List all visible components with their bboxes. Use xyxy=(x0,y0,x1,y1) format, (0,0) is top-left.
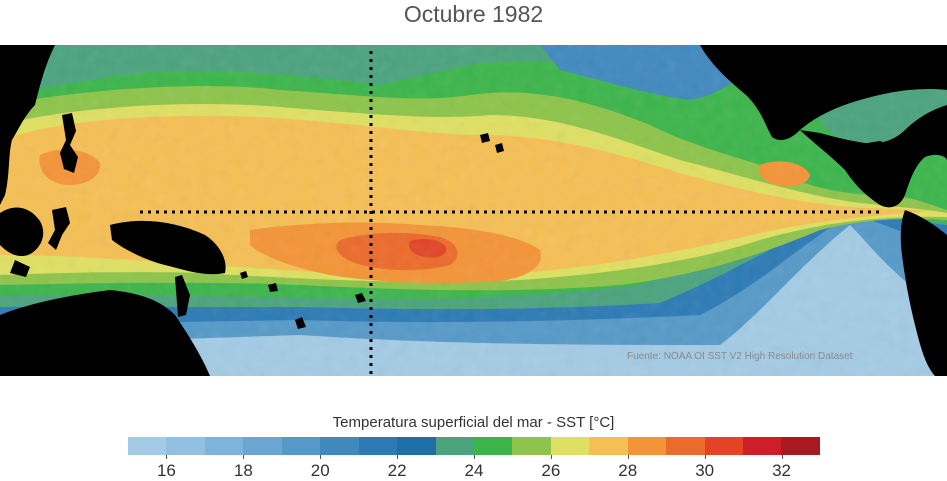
land-central-america xyxy=(800,105,947,208)
colorbar-swatch xyxy=(243,437,282,455)
colorbar-swatch xyxy=(204,437,244,455)
colorbar-swatch xyxy=(627,437,667,455)
colorbar-ticks: 16 18 20 22 24 26 28 30 32 xyxy=(128,455,820,480)
map-title: Octubre 1982 xyxy=(403,1,544,27)
colorbar-swatch xyxy=(589,437,628,455)
colorbar-swatch xyxy=(550,437,590,455)
land-australia xyxy=(0,290,210,376)
colorbar-tick-label: 26 xyxy=(541,461,561,480)
colorbar-swatch xyxy=(435,437,474,455)
colorbar xyxy=(128,437,820,455)
colorbar-tick-mark xyxy=(627,455,629,459)
source-note: Fuente: NOAA OI SST V2 High Resolution D… xyxy=(627,351,853,362)
colorbar-swatch xyxy=(281,437,321,455)
colorbar-title: Temperatura superficial del mar - SST [°… xyxy=(332,414,615,431)
colorbar-tick-mark xyxy=(474,455,475,459)
colorbar-tick-mark xyxy=(166,455,168,459)
colorbar-tick-label: 28 xyxy=(618,461,638,480)
land-borneo-sumatra xyxy=(0,207,44,277)
colorbar-swatch xyxy=(473,437,513,455)
colorbar-tick-label: 30 xyxy=(695,461,715,480)
land-north-america xyxy=(700,45,947,141)
colorbar-tick-mark xyxy=(550,455,552,459)
colorbar-swatch xyxy=(397,437,436,455)
colorbar-swatch xyxy=(743,437,782,455)
land-asia xyxy=(0,45,55,205)
land-sulawesi xyxy=(48,207,70,250)
land-cuba xyxy=(855,141,900,155)
colorbar-tick-mark xyxy=(397,455,399,459)
colorbar-swatch xyxy=(358,437,398,455)
colorbar-tick-mark xyxy=(320,455,322,459)
colorbar-swatch xyxy=(781,437,820,455)
colorbar-swatch xyxy=(166,437,205,455)
colorbar-tick-mark xyxy=(704,455,706,459)
sst-field xyxy=(0,45,947,376)
colorbar-tick-label: 20 xyxy=(310,461,330,480)
colorbar-swatch xyxy=(666,437,705,455)
colorbar-swatch xyxy=(512,437,551,455)
land-masses xyxy=(0,45,947,376)
colorbar-tick-label: 16 xyxy=(156,461,176,480)
colorbar-tick-mark xyxy=(781,455,783,459)
land-philippines xyxy=(60,113,78,173)
land-cape-york xyxy=(175,275,190,317)
colorbar-tick-mark xyxy=(243,455,245,459)
colorbar-swatch xyxy=(128,437,167,455)
land-new-guinea xyxy=(110,220,226,275)
land-south-america xyxy=(900,210,947,376)
colorbar-swatch xyxy=(320,437,359,455)
colorbar-tick-label: 18 xyxy=(233,461,253,480)
colorbar-swatch xyxy=(704,437,743,455)
colorbar-tick-label: 22 xyxy=(387,461,407,480)
sst-map xyxy=(0,45,947,376)
guide-lines xyxy=(140,51,880,375)
colorbar-tick-label: 32 xyxy=(772,461,792,480)
colorbar-tick-label: 24 xyxy=(464,461,484,480)
